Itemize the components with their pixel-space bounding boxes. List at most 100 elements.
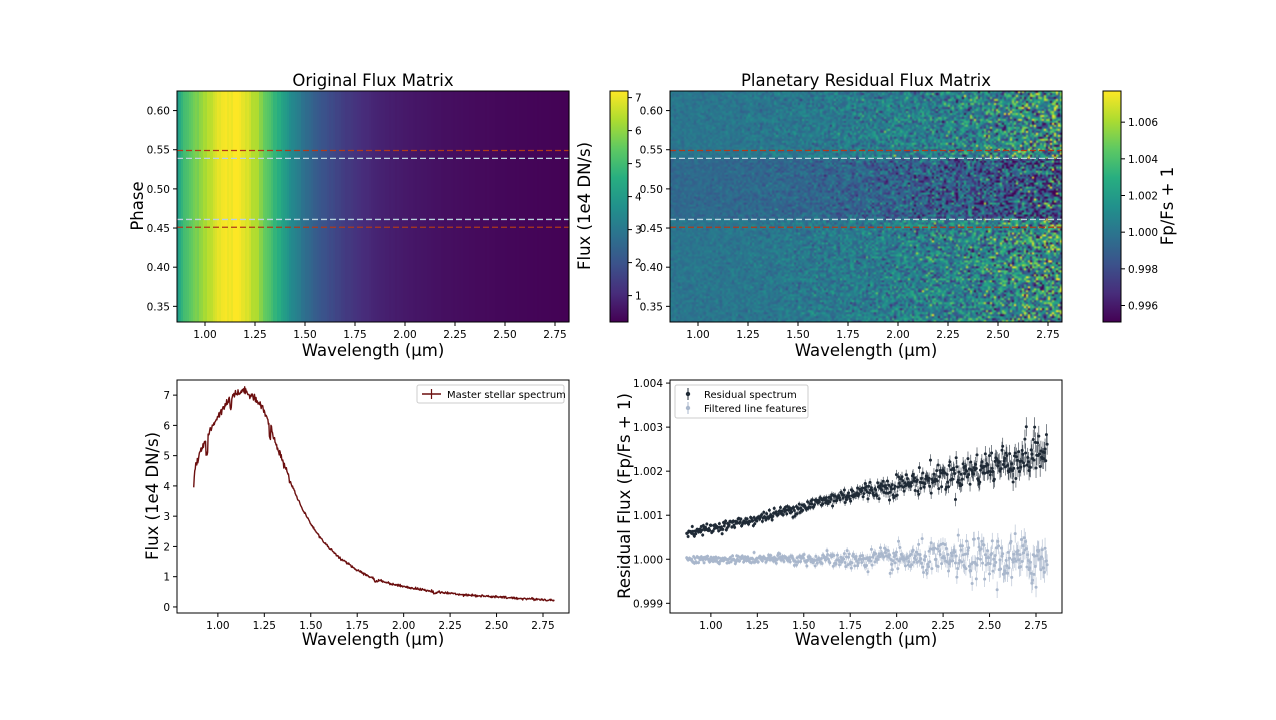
filtered-point [1013, 532, 1017, 536]
residual-point [965, 475, 969, 479]
original-flux-column [343, 91, 346, 322]
residual-flux-x-axis-label: Wavelength (μm) [795, 341, 938, 360]
filtered-point [824, 558, 828, 562]
residual-point [1016, 466, 1020, 470]
residual-point [967, 473, 971, 477]
original-flux-column [529, 91, 532, 322]
stellar-spectrum-series [193, 386, 555, 602]
residual-point [928, 484, 932, 488]
filtered-point [929, 541, 933, 545]
filtered-point [964, 567, 968, 571]
filtered-point [1042, 570, 1046, 574]
residual-point [1014, 477, 1018, 480]
filtered-point [874, 552, 878, 556]
filtered-point [914, 558, 918, 562]
original-flux-column [261, 91, 264, 322]
residual-point [708, 528, 712, 532]
residual-point [1024, 425, 1028, 429]
original-flux-axes-frame [176, 90, 570, 323]
original-flux-column [383, 91, 386, 322]
filtered-point [956, 567, 960, 571]
filtered-point [919, 557, 923, 561]
original-flux-column [455, 91, 458, 322]
residual-point [1021, 452, 1025, 456]
residual-flux-x-ticks: 1.00 1.25 1.50 1.75 2.00 2.25 2.50 2.75 [686, 322, 1060, 341]
filtered-point [890, 562, 894, 566]
residual-point [745, 517, 749, 521]
residual-point [895, 493, 899, 497]
original-flux-column [325, 91, 328, 322]
residual-spectrum-x-tick-label: 2.50 [978, 620, 1001, 632]
original-flux-column [393, 91, 396, 322]
original-flux-column [469, 91, 472, 322]
filtered-point [985, 549, 989, 553]
filtered-point [831, 564, 835, 568]
filtered-point [1001, 552, 1005, 556]
residual-spectrum-x-tick-label: 1.00 [699, 620, 722, 632]
original-flux-column [293, 91, 296, 322]
filtered-point [865, 556, 869, 560]
residual-point [917, 466, 921, 470]
residual-point [861, 495, 865, 499]
original-flux-x-tick-label: 2.25 [443, 329, 466, 341]
residual-point [701, 523, 705, 527]
filtered-point [1045, 563, 1049, 567]
stellar-spectrum-y-tick-label: 0 [163, 602, 170, 614]
residual-point [904, 473, 908, 477]
residual-point [760, 519, 764, 523]
residual-point [795, 512, 799, 516]
original-flux-column [353, 91, 356, 322]
residual-spectrum-x-tick-label: 2.25 [931, 620, 954, 632]
original-flux-column [251, 91, 254, 322]
original-flux-y-axis-label: Phase [128, 181, 147, 230]
filtered-point [801, 556, 805, 560]
residual-point [875, 494, 879, 498]
original-flux-column [297, 91, 300, 322]
filtered-point [697, 561, 701, 565]
filtered-point [813, 564, 817, 568]
original-flux-column [565, 91, 568, 322]
filtered-point [965, 539, 969, 543]
residual-point [1044, 459, 1048, 463]
filtered-point [1006, 571, 1010, 575]
residual-point [947, 485, 951, 489]
filtered-point [972, 537, 976, 541]
filtered-point [934, 557, 938, 561]
residual-point [928, 458, 932, 462]
filtered-point [999, 567, 1003, 571]
original-flux-column [391, 91, 394, 322]
residual-point [1005, 454, 1009, 458]
original-flux-column [339, 91, 342, 322]
filtered-point [799, 560, 803, 564]
original-flux-column [241, 91, 244, 322]
filtered-point [760, 559, 764, 563]
original-flux-column [499, 91, 502, 322]
residual-spectrum-x-tick-label: 2.00 [885, 620, 908, 632]
original-flux-column [491, 91, 494, 322]
original-flux-column [489, 91, 492, 322]
residual-flux-x-tick-label: 2.75 [1036, 329, 1059, 341]
stellar-spectrum-y-tick-label: 6 [163, 420, 170, 432]
filtered-point [746, 555, 750, 559]
original-flux-column [553, 91, 556, 322]
original-flux-column [421, 91, 424, 322]
filtered-point [888, 553, 891, 557]
residual-point [894, 473, 898, 477]
residual-point [767, 508, 771, 512]
residual-flux-y-tick-label: 0.50 [640, 184, 663, 196]
residual-point [1038, 465, 1042, 469]
residual-point [753, 522, 757, 526]
filtered-point [917, 542, 921, 546]
residual-point [686, 535, 690, 539]
residual-flux-colorbar-tick-label: 1.004 [1128, 154, 1158, 166]
original-flux-column [233, 91, 236, 322]
original-flux-colorbar-tick-label: 3 [635, 225, 642, 237]
original-flux-column [483, 91, 486, 322]
residual-point [694, 532, 698, 536]
original-flux-column [209, 91, 212, 322]
residual-point [755, 519, 759, 523]
original-flux-column [439, 91, 442, 322]
filtered-point [945, 560, 949, 564]
original-flux-column [429, 91, 432, 322]
residual-point [1019, 465, 1023, 469]
